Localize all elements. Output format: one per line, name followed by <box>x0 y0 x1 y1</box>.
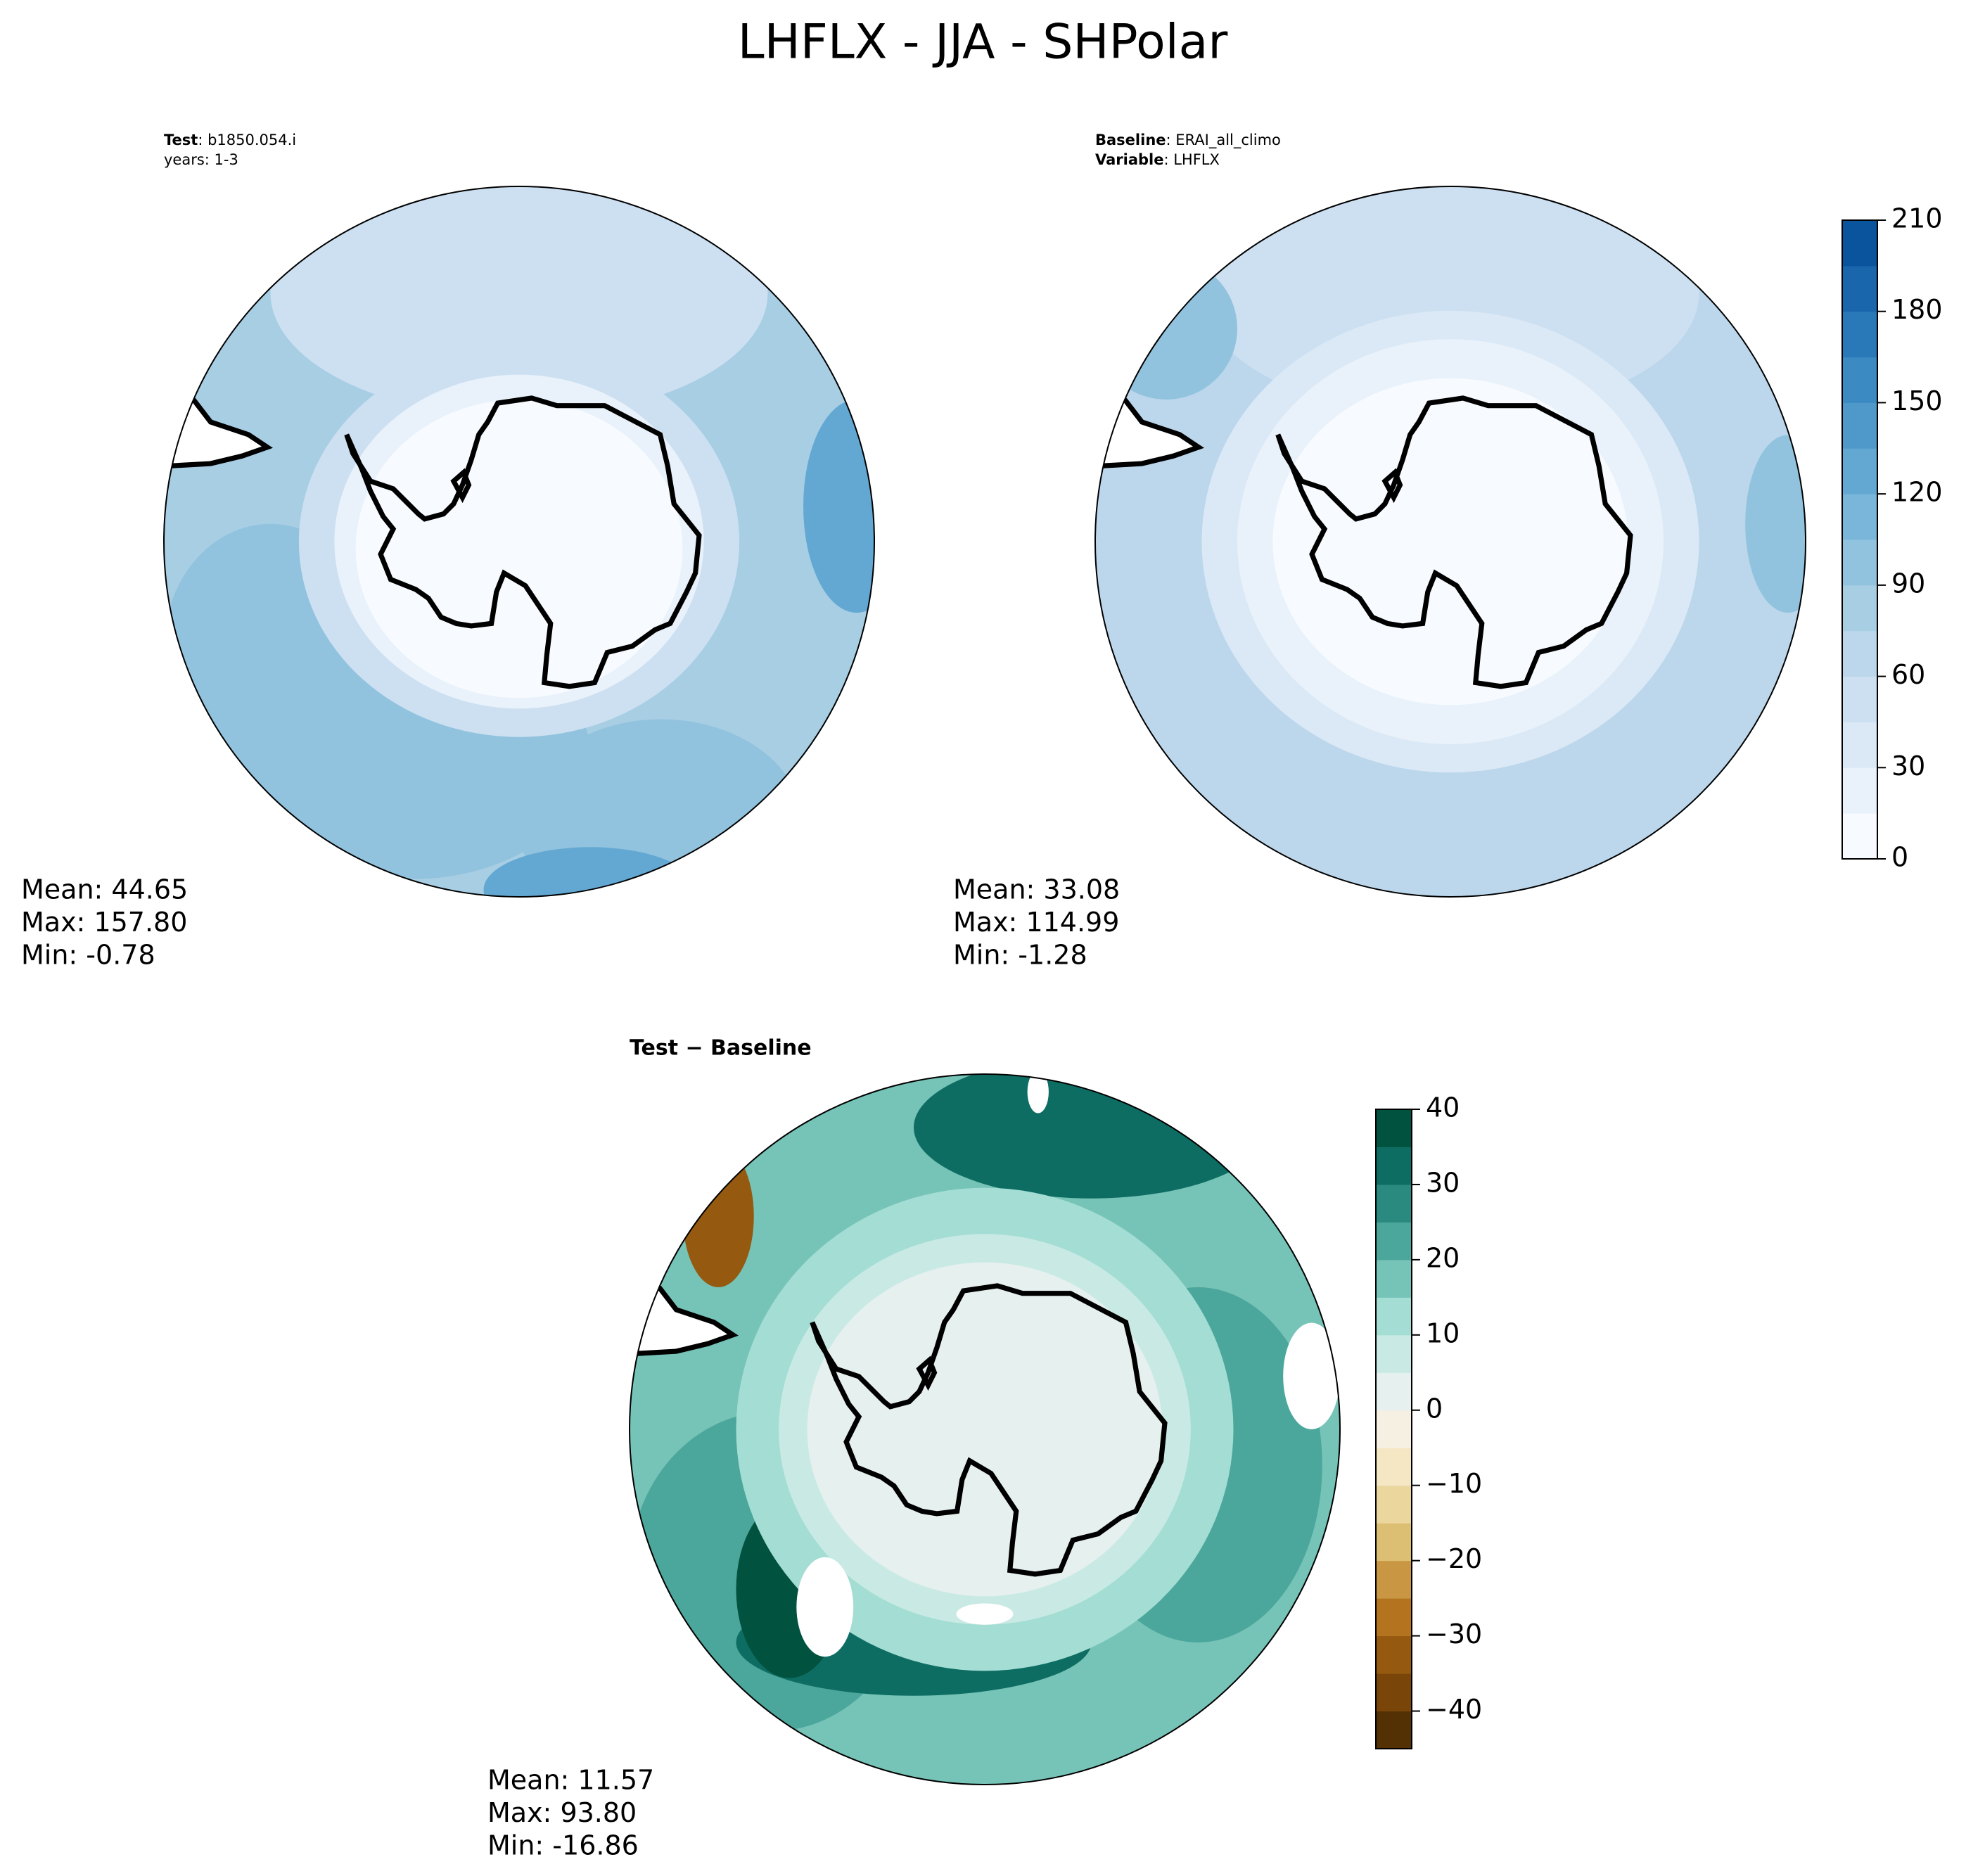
panel-label: Variable: LHFLX <box>1095 151 1220 168</box>
colorbar-band <box>1842 265 1877 312</box>
colorbar-tick-label: 120 <box>1891 477 1943 508</box>
stat: Mean: 44.65 <box>21 874 188 905</box>
panel-label: years: 1-3 <box>164 151 238 168</box>
map-border <box>1094 186 1806 898</box>
colorbar-band <box>1376 1598 1412 1637</box>
colorbar-band <box>1842 494 1877 540</box>
colorbar-band <box>1376 1184 1412 1223</box>
colorbar-band <box>1842 311 1877 358</box>
colorbar-band <box>1842 357 1877 403</box>
contour-region <box>1027 1074 1049 1114</box>
colorbar-band <box>1376 1334 1412 1373</box>
contour-region <box>796 1557 854 1657</box>
stat: Mean: 11.57 <box>487 1765 654 1796</box>
colorbar-tick-label: 0 <box>1426 1393 1443 1424</box>
contour-region <box>956 1603 1014 1625</box>
colorbar-tick-label: 180 <box>1891 294 1943 325</box>
colorbar-tick-label: 30 <box>1891 751 1925 781</box>
panel-label: Test: b1850.054.i <box>164 132 296 148</box>
colorbar-band <box>1842 676 1877 722</box>
colorbar-band <box>1376 1109 1412 1147</box>
colorbar-band <box>1376 1560 1412 1599</box>
map <box>630 1074 1340 1785</box>
colorbar-tick-label: 10 <box>1426 1317 1460 1348</box>
contour-region <box>519 719 803 897</box>
stat: Mean: 33.08 <box>953 874 1120 905</box>
colorbar-tick-label: 30 <box>1426 1167 1460 1198</box>
contour-region <box>1283 1322 1340 1429</box>
contour-region <box>682 1145 754 1287</box>
stat: Min: -0.78 <box>21 940 155 971</box>
colorbar-band <box>1376 1222 1412 1261</box>
colorbar-band <box>1376 1297 1412 1336</box>
label-value: : ERAI_all_climo <box>1166 132 1281 149</box>
panel-label: Baseline: ERAI_all_climo <box>1095 132 1281 149</box>
colorbar-band <box>1842 767 1877 814</box>
colorbar-band <box>1842 722 1877 768</box>
contour-region <box>1272 378 1628 706</box>
colorbar-band <box>1376 1635 1412 1674</box>
stat: Max: 157.80 <box>21 907 187 938</box>
colorbar-band <box>1842 220 1877 267</box>
colorbar-band <box>1376 1372 1412 1411</box>
contour-region <box>355 400 683 698</box>
contour-region <box>807 1262 1163 1597</box>
colorbar-tick-label: 40 <box>1426 1092 1460 1123</box>
colorbar-tick-label: 150 <box>1891 385 1943 416</box>
colorbar-tick-label: 210 <box>1891 203 1943 234</box>
colorbar-tick-label: 60 <box>1891 659 1925 690</box>
label-value: : LHFLX <box>1163 151 1219 168</box>
colorbar-frame <box>1375 1109 1412 1749</box>
label-key: Baseline <box>1095 132 1166 148</box>
stat: Max: 93.80 <box>487 1797 637 1828</box>
stat: Max: 114.99 <box>953 907 1119 938</box>
label-key: Test <box>164 132 198 148</box>
label-value: : b1850.054.i <box>198 132 296 148</box>
colorbar-tick-label: 0 <box>1891 842 1908 873</box>
colorbar-tick-label: −20 <box>1426 1543 1482 1574</box>
colorbar-band <box>1376 1448 1412 1486</box>
colorbar-band <box>1842 813 1877 860</box>
colorbar-band <box>1376 1523 1412 1562</box>
colorbar-tick-label: 20 <box>1426 1242 1460 1273</box>
contour-region <box>1201 701 1699 897</box>
stat: Min: -16.86 <box>487 1830 639 1861</box>
colorbar-tick-label: −10 <box>1426 1468 1482 1499</box>
colorbar-tick-label: 90 <box>1891 568 1925 599</box>
colorbar-band <box>1376 1673 1412 1712</box>
colorbar-band <box>1376 1410 1412 1448</box>
panel-title: Test − Baseline <box>630 1036 812 1061</box>
contour-region <box>914 1074 1269 1199</box>
map <box>1095 186 1806 897</box>
label-key: years: 1-3 <box>164 151 238 168</box>
map <box>164 186 874 897</box>
colorbar-band <box>1842 540 1877 586</box>
label-key: Variable <box>1095 151 1163 168</box>
contour-region <box>270 186 768 418</box>
colorbar-band <box>1376 1147 1412 1185</box>
map-border <box>163 186 875 898</box>
colorbar-frame <box>1841 219 1878 860</box>
colorbar-band <box>1842 448 1877 494</box>
map-border <box>629 1073 1341 1785</box>
colorbar-band <box>1376 1711 1412 1749</box>
colorbar-band <box>1842 585 1877 632</box>
colorbar-tick-label: −30 <box>1426 1619 1482 1650</box>
figure-title: LHFLX - JJA - SHPolar <box>738 15 1228 70</box>
contour-region <box>1745 435 1806 613</box>
colorbar-band <box>1842 630 1877 677</box>
colorbar-tick-label: −40 <box>1426 1694 1482 1725</box>
colorbar-band <box>1376 1259 1412 1298</box>
stat: Min: -1.28 <box>953 940 1087 971</box>
colorbar-band <box>1376 1485 1412 1524</box>
contour-region <box>803 400 874 613</box>
colorbar-band <box>1842 402 1877 449</box>
